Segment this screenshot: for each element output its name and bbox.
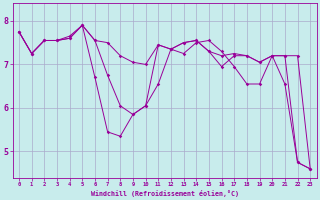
X-axis label: Windchill (Refroidissement éolien,°C): Windchill (Refroidissement éolien,°C) [91, 190, 239, 197]
